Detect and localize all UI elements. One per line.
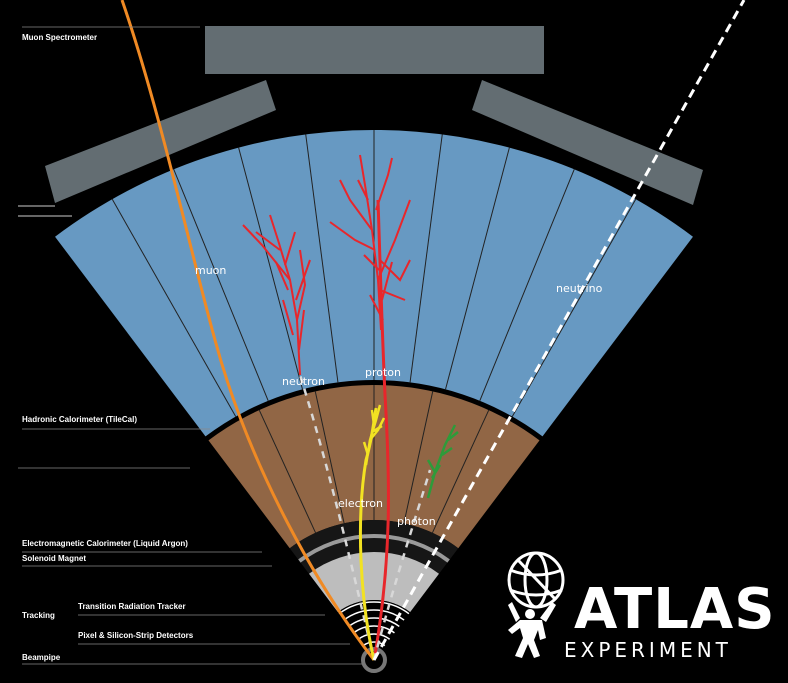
hadronic-cell-dividers (111, 130, 637, 417)
silicon-layer-arc (338, 601, 410, 615)
label-beampipe: Beampipe (22, 653, 61, 662)
em-calorimeter (208, 384, 540, 549)
em-cell-divider (258, 409, 317, 533)
em-cell-dividers (258, 385, 490, 533)
label-neutron: neutron (282, 375, 325, 388)
em-cell-divider (314, 391, 345, 524)
proton-track (372, 199, 390, 661)
solenoid-band (289, 520, 459, 574)
atlas-figure-icon (508, 602, 556, 658)
solenoid-ring (298, 534, 450, 563)
solenoid-magnet (289, 520, 459, 574)
label-tracking: Tracking (22, 611, 55, 620)
label-hadronic-calorimeter: Hadronic Calorimeter (TileCal) (22, 415, 137, 424)
silicon-layer-arc (357, 633, 391, 640)
label-electron: electron (338, 497, 383, 510)
silicon-layer-arc (348, 617, 400, 628)
logo-experiment: EXPERIMENT (564, 638, 732, 662)
hadronic-cell-divider (238, 147, 303, 390)
hadronic-cell-divider (445, 147, 510, 390)
em-cell-divider (403, 391, 434, 524)
logo-atlas: ATLAS (574, 577, 776, 642)
label-muon-spectrometer: Muon Spectrometer (22, 33, 97, 42)
label-muon: muon (195, 264, 226, 277)
em-cell-divider (431, 409, 490, 533)
photon-shower (426, 424, 459, 499)
electron-shower (362, 404, 386, 466)
hadronic-cell-divider (173, 169, 269, 401)
label-pixel-strip: Pixel & Silicon-Strip Detectors (78, 631, 194, 640)
beampipe-ring (361, 647, 387, 673)
label-em-calorimeter: Electromagnetic Calorimeter (Liquid Argo… (22, 539, 188, 548)
transition-radiation-tracker (309, 552, 439, 613)
inner-detector-region (337, 600, 411, 660)
muon-chamber-top (205, 26, 544, 74)
hadronic-calorimeter (55, 129, 693, 437)
hadronic-cell-divider (511, 198, 637, 417)
particle-tracks (120, 0, 746, 661)
neutrino-track (372, 0, 746, 661)
label-solenoid-magnet: Solenoid Magnet (22, 554, 86, 563)
hadronic-cell-divider (111, 198, 237, 417)
proton-shower (329, 154, 411, 331)
tracker (309, 552, 439, 673)
label-proton: proton (365, 366, 401, 379)
hadronic-cell-divider (409, 134, 443, 383)
layer-labels: Muon Spectrometer Hadronic Calorimeter (… (18, 26, 362, 665)
particle-labels: muon neutron proton neutrino electron ph… (195, 264, 603, 528)
atlas-globe-icon (507, 551, 565, 609)
neutron-shower (242, 214, 311, 376)
hadronic-cell-divider (305, 134, 339, 383)
muon-track (120, 0, 376, 661)
muon-chamber-left (45, 80, 276, 203)
photon-track (372, 469, 432, 661)
label-neutrino: neutrino (556, 282, 603, 295)
atlas-logo: ATLAS EXPERIMENT (507, 551, 776, 662)
label-photon: photon (397, 515, 436, 528)
hadronic-cell-divider (479, 169, 575, 401)
label-transition-radiation-tracker: Transition Radiation Tracker (78, 602, 186, 611)
